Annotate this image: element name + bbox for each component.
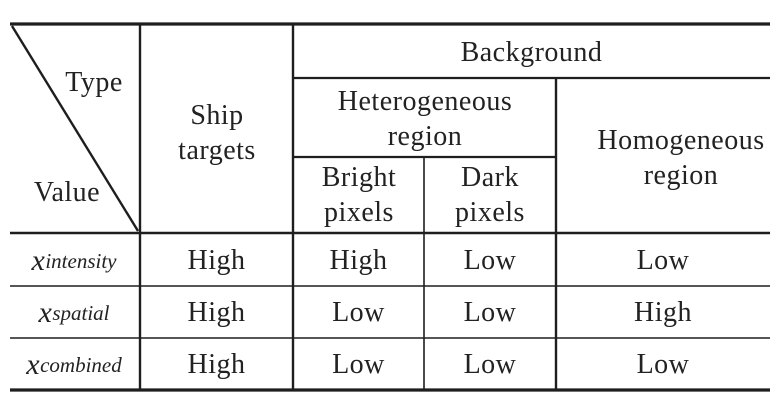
row-label-combined: x combined	[10, 340, 138, 390]
cell-homogeneous: Low	[636, 244, 690, 276]
cell-bright: Low	[332, 296, 385, 328]
heterogeneous-region-header: Heterogeneous region	[337, 86, 513, 152]
cell-ship: High	[187, 348, 246, 380]
cell-bright: Low	[332, 348, 385, 380]
row-label-intensity: x intensity	[10, 236, 138, 286]
cell-dark: Low	[463, 348, 517, 380]
variable-subscript: intensity	[45, 248, 117, 273]
variable-symbol: x	[31, 244, 46, 278]
variable-subscript: spatial	[52, 300, 110, 325]
cell-ship: High	[187, 244, 246, 276]
cell-homogeneous: Low	[636, 348, 690, 380]
cell-dark: Low	[463, 244, 517, 276]
bright-pixels-header: Bright pixels	[321, 162, 397, 228]
cell-homogeneous: High	[634, 296, 692, 328]
variable-symbol: x	[26, 348, 41, 382]
cell-dark: Low	[463, 296, 517, 328]
homogeneous-region-header: Homogeneous region	[597, 125, 765, 191]
variable-symbol: x	[38, 296, 53, 330]
background-header: Background	[460, 36, 603, 68]
cell-ship: High	[187, 296, 246, 328]
dark-pixels-header: Dark pixels	[455, 162, 525, 228]
variable-subscript: combined	[40, 352, 122, 377]
cell-bright: High	[329, 244, 388, 276]
corner-type-label: Type	[65, 66, 123, 98]
corner-value-label: Value	[33, 176, 101, 208]
row-label-spatial: x spatial	[10, 288, 138, 338]
ship-targets-header: Ship targets	[178, 100, 256, 166]
